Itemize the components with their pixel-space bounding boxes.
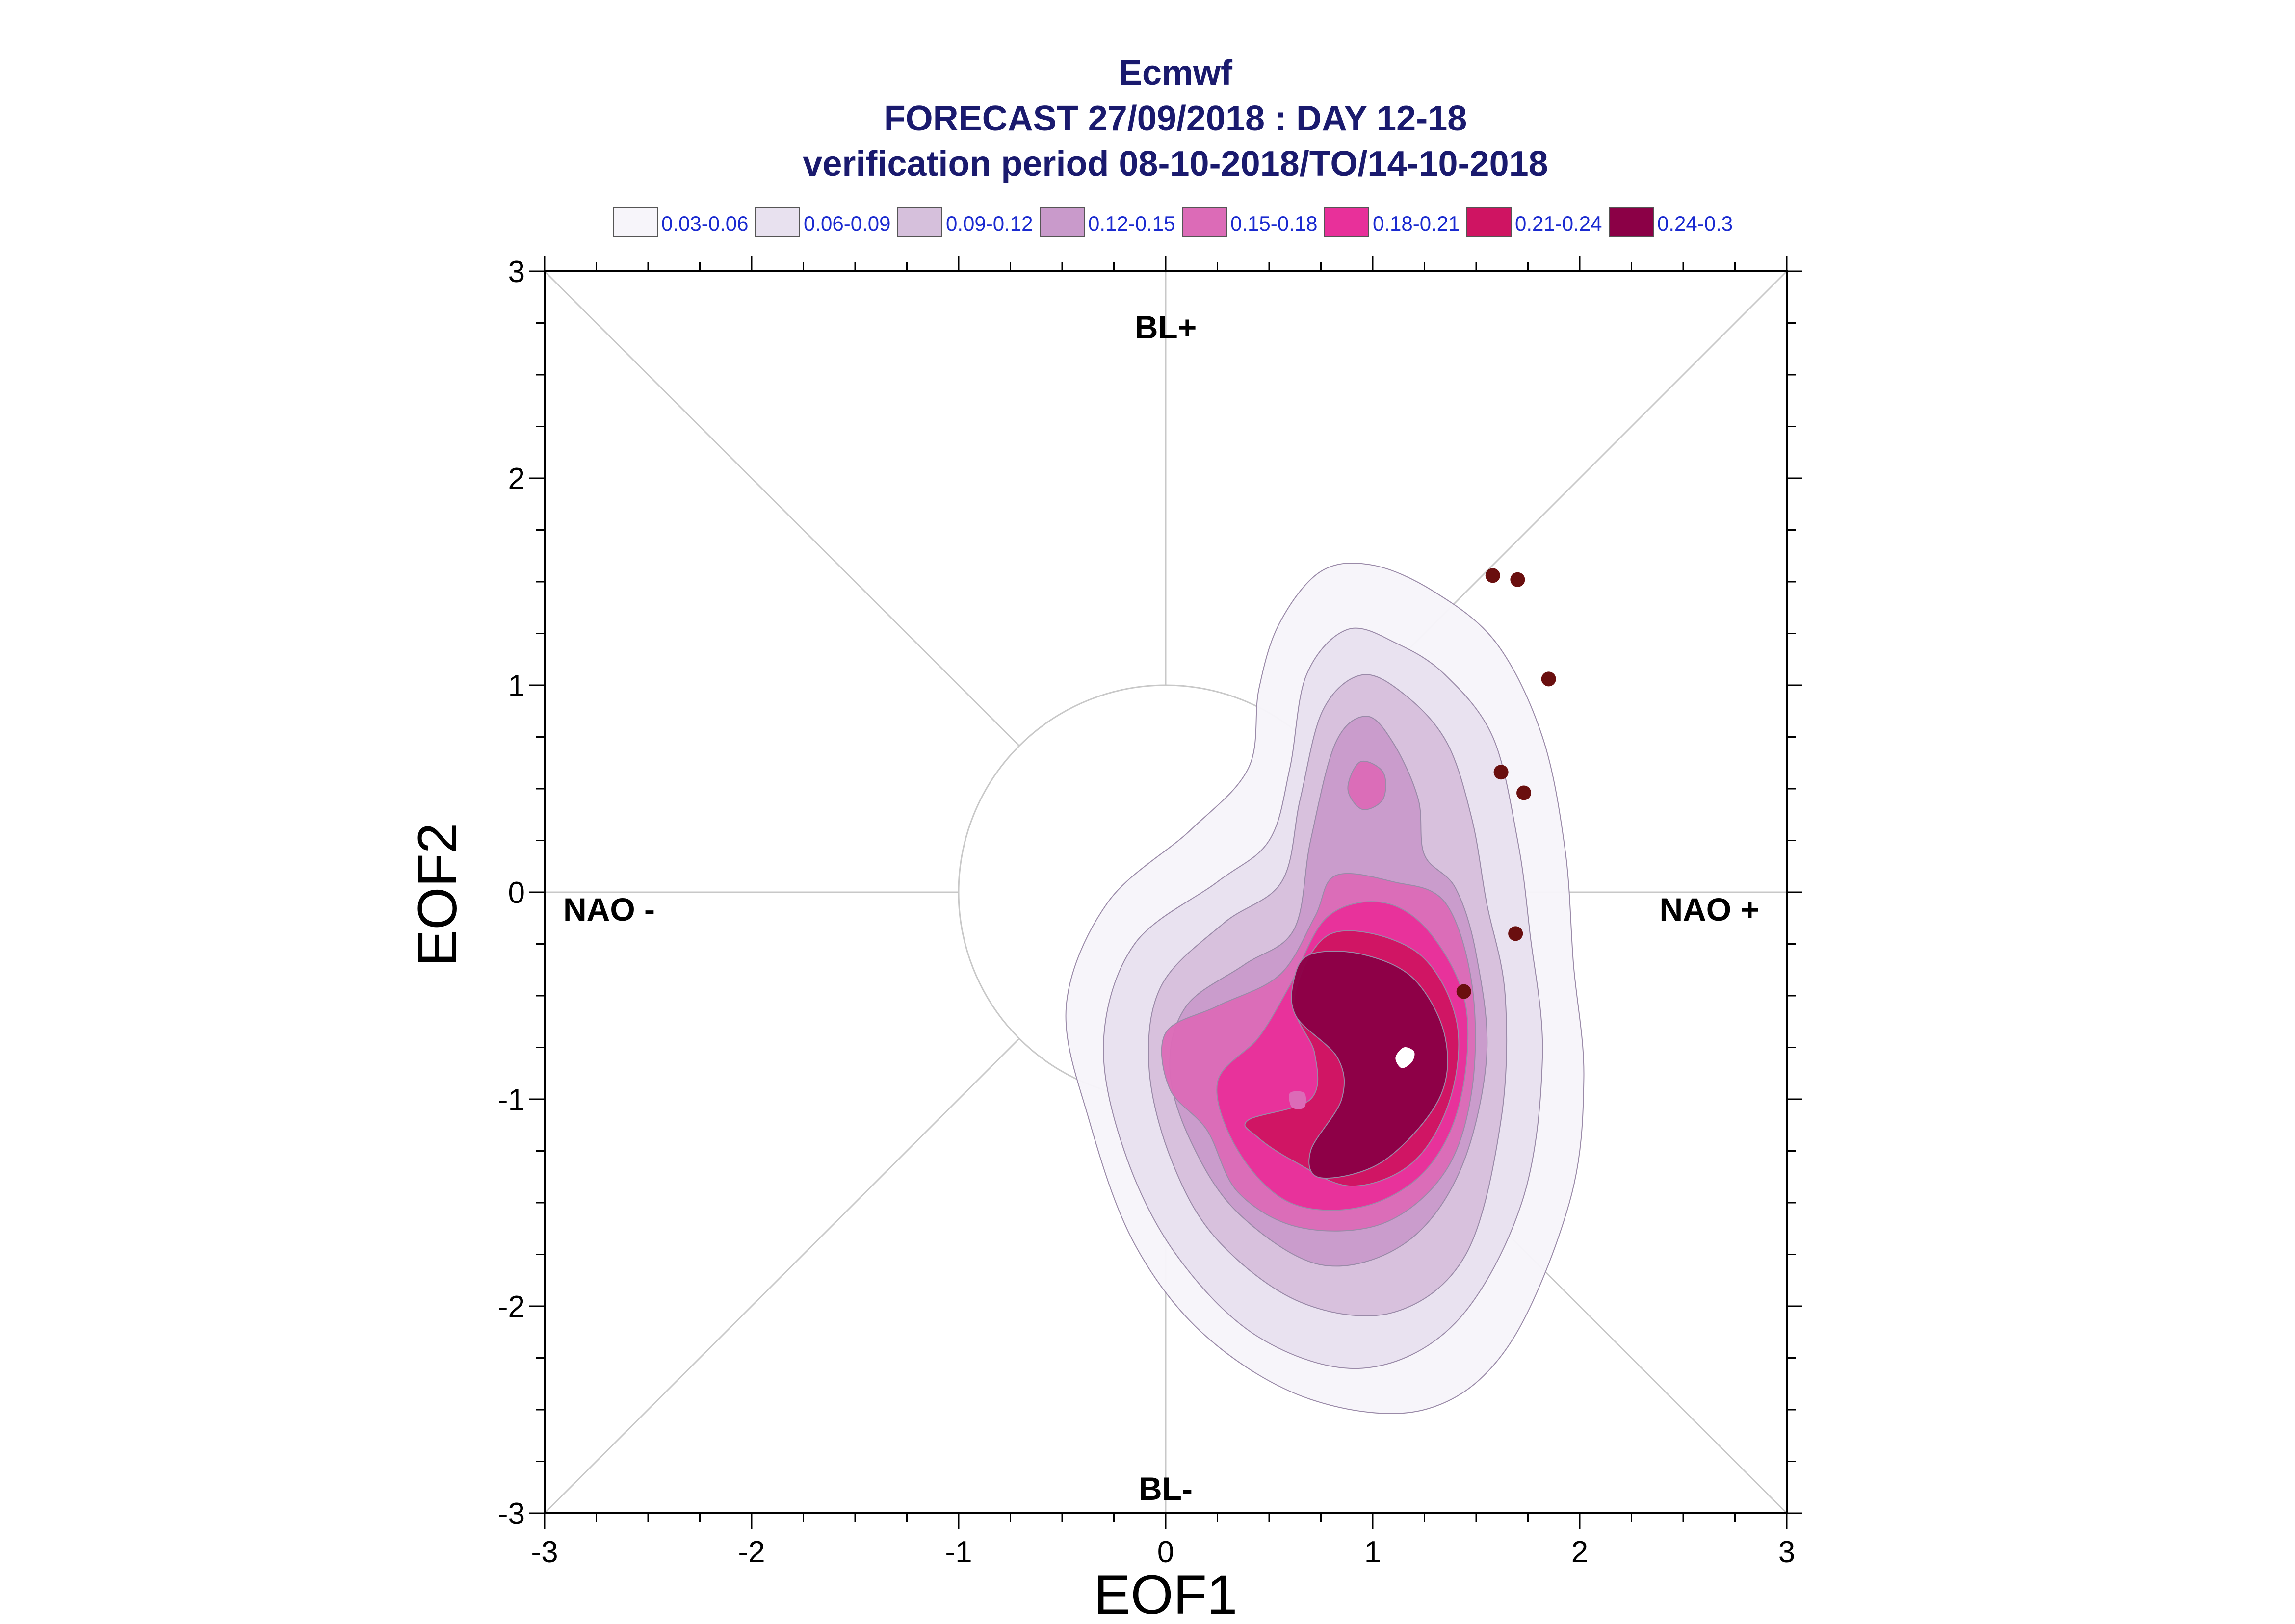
y-tick-label: -2 (498, 1290, 525, 1324)
legend-swatch-7 (1466, 207, 1512, 237)
x-axis-label: EOF1 (1094, 1564, 1238, 1624)
x-tick-label: -3 (531, 1535, 558, 1569)
y-tick-label: 3 (508, 255, 525, 289)
legend-swatch-8 (1609, 207, 1654, 237)
ensemble-point (1541, 671, 1556, 687)
ensemble-point (1508, 926, 1523, 941)
ensemble-point (1456, 984, 1471, 999)
legend-swatch-3 (897, 207, 942, 237)
legend: 0.03-0.06 0.06-0.09 0.09-0.12 0.12-0.15 0.15… (613, 207, 1733, 237)
legend-label-8: 0.24-0.3 (1657, 212, 1733, 235)
title-line-1: Ecmwf (1119, 53, 1233, 93)
legend-label-3: 0.09-0.12 (946, 212, 1033, 235)
legend-swatch-2 (755, 207, 800, 237)
ensemble-point (1516, 785, 1532, 800)
density-contours (1065, 562, 1585, 1414)
ensemble-point (1493, 765, 1509, 780)
inner-marker-2 (1289, 1091, 1306, 1109)
legend-label-2: 0.06-0.09 (804, 212, 890, 235)
contour-level-8 (1291, 951, 1448, 1179)
ensemble-points (1456, 568, 1556, 999)
tick-labels: -3 -2 -1 0 1 2 3 3 2 1 0 -1 -2 -3 (498, 255, 1795, 1569)
axis-ticks (529, 256, 1802, 1529)
x-tick-label: -1 (945, 1535, 972, 1569)
x-tick-label: 3 (1778, 1535, 1795, 1569)
legend-label-7: 0.21-0.24 (1515, 212, 1602, 235)
contour-level-5 (1347, 760, 1386, 810)
plot-area: -3 -2 -1 0 1 2 3 3 2 1 0 -1 -2 -3 (498, 255, 1802, 1569)
inner-markers (1289, 1047, 1415, 1109)
y-axis-label: EOF2 (407, 823, 468, 967)
region-label-bl-minus: BL- (1139, 1470, 1193, 1507)
ensemble-point (1510, 572, 1525, 587)
y-tick-label: 0 (508, 876, 525, 910)
legend-swatch-5 (1182, 207, 1227, 237)
region-label-nao-minus: NAO - (563, 891, 655, 928)
chart-title: Ecmwf FORECAST 27/09/2018 : DAY 12-18 ve… (803, 53, 1548, 183)
region-label-nao-plus: NAO + (1659, 891, 1759, 928)
legend-label-4: 0.12-0.15 (1088, 212, 1175, 235)
legend-label-6: 0.18-0.21 (1373, 212, 1460, 235)
y-tick-label: -3 (498, 1497, 525, 1531)
title-line-3: verification period 08-10-2018/TO/14-10-… (803, 144, 1548, 183)
x-tick-label: 0 (1157, 1535, 1174, 1569)
legend-label-5: 0.15-0.18 (1230, 212, 1317, 235)
title-line-2: FORECAST 27/09/2018 : DAY 12-18 (884, 99, 1467, 138)
legend-swatch-4 (1040, 207, 1085, 237)
legend-swatch-6 (1324, 207, 1369, 237)
inner-marker-1 (1395, 1047, 1415, 1068)
x-tick-label: 2 (1571, 1535, 1588, 1569)
legend-swatch-1 (613, 207, 658, 237)
y-tick-label: 2 (508, 462, 525, 496)
y-tick-label: 1 (508, 669, 525, 703)
x-tick-label: -2 (738, 1535, 765, 1569)
region-label-bl-plus: BL+ (1135, 309, 1197, 345)
ensemble-point (1485, 568, 1500, 583)
x-tick-label: 1 (1364, 1535, 1381, 1569)
legend-label-1: 0.03-0.06 (661, 212, 748, 235)
y-tick-label: -1 (498, 1083, 525, 1117)
